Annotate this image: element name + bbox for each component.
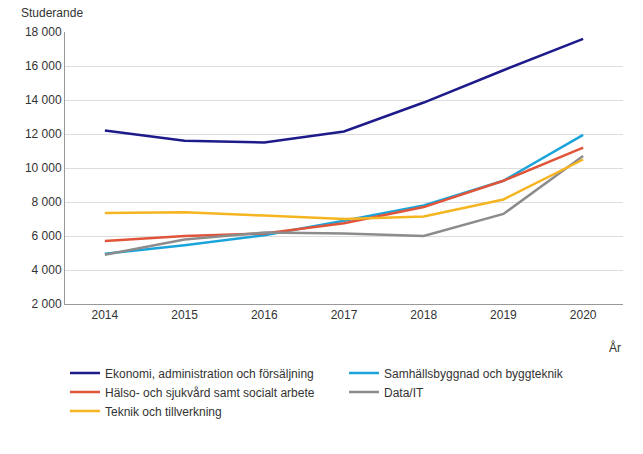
- svg-text:16 000: 16 000: [25, 59, 62, 73]
- svg-text:Samhällsbyggnad och byggteknik: Samhällsbyggnad och byggteknik: [384, 367, 564, 381]
- svg-text:2014: 2014: [92, 308, 119, 322]
- svg-text:12 000: 12 000: [25, 127, 62, 141]
- svg-text:Teknik och tillverkning: Teknik och tillverkning: [105, 405, 222, 419]
- svg-text:2016: 2016: [251, 308, 278, 322]
- svg-text:2015: 2015: [171, 308, 198, 322]
- svg-text:Hälso- och sjukvård samt socia: Hälso- och sjukvård samt socialt arbete: [105, 386, 315, 400]
- svg-text:10 000: 10 000: [25, 161, 62, 175]
- svg-text:Studerande: Studerande: [21, 6, 83, 20]
- svg-text:6 000: 6 000: [32, 229, 62, 243]
- svg-text:2019: 2019: [490, 308, 517, 322]
- svg-text:18 000: 18 000: [25, 25, 62, 39]
- svg-text:Ekonomi, administration och fö: Ekonomi, administration och försäljning: [105, 367, 314, 381]
- svg-text:2017: 2017: [331, 308, 358, 322]
- svg-text:4 000: 4 000: [32, 263, 62, 277]
- svg-text:14 000: 14 000: [25, 93, 62, 107]
- svg-text:Data/IT: Data/IT: [384, 386, 424, 400]
- svg-text:8 000: 8 000: [32, 195, 62, 209]
- svg-text:År: År: [609, 340, 621, 355]
- svg-text:2020: 2020: [570, 308, 597, 322]
- svg-text:2 000: 2 000: [32, 297, 62, 311]
- svg-text:2018: 2018: [410, 308, 437, 322]
